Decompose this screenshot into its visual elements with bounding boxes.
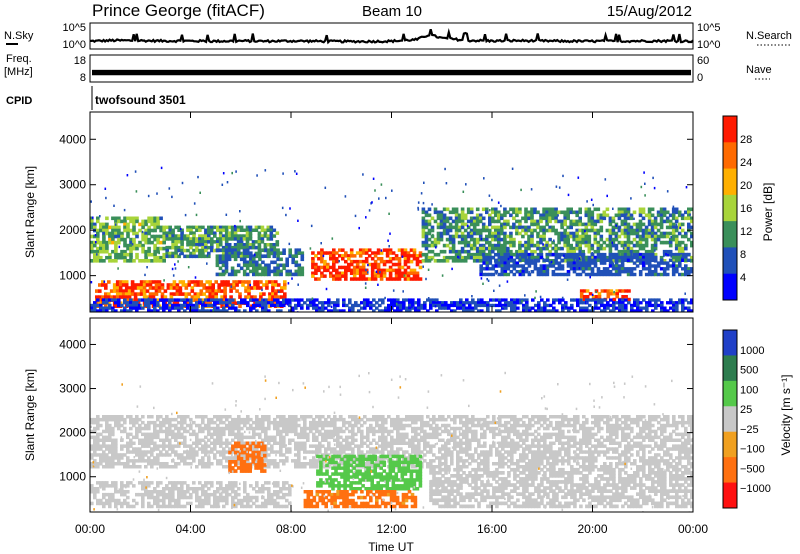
power-data	[90, 166, 693, 312]
nsearch-label: N.Search	[746, 30, 792, 42]
velocity-scatter	[90, 371, 693, 512]
power-ytick-2: 2000	[59, 223, 86, 237]
power-colorbar-tick-5: 8	[740, 249, 746, 261]
power-colorbar-swatch-3	[723, 194, 737, 222]
x-tick-2: 08:00	[276, 522, 306, 536]
noise-series	[90, 28, 694, 45]
power-colorbar-label: Power [dB]	[761, 183, 775, 242]
cpid-name: twofsound 3501	[95, 93, 186, 107]
velocity-colorbar-tick-1: 500	[740, 365, 758, 377]
velocity-region-5	[429, 467, 693, 509]
power-colorbar-tick-2: 20	[740, 180, 752, 192]
x-tick-6: 00:00	[678, 522, 708, 536]
power-colorbar-swatch-2	[723, 168, 737, 196]
noise-right-tick-top: 10^5	[697, 22, 721, 34]
power-ytick-3: 1000	[59, 269, 86, 283]
velocity-colorbar-tick-7: −1000	[740, 483, 771, 495]
power-ylabel: Slant Range [km]	[23, 166, 37, 258]
frequency-panel: 18 8 60 0 Freq. [MHz] Nave	[4, 53, 772, 84]
power-region-3	[311, 248, 423, 281]
cpid-label: CPID	[6, 95, 32, 107]
power-colorbar-tick-0: 28	[740, 134, 752, 146]
power-colorbar-tick-4: 12	[740, 226, 752, 238]
velocity-region-2	[316, 454, 423, 491]
freq-label-line2: [MHz]	[4, 66, 33, 78]
velocity-colorbar-tick-6: −500	[740, 463, 765, 475]
nave-label: Nave	[746, 64, 772, 76]
velocity-ytick-2: 2000	[59, 426, 86, 440]
beam-title: Beam 10	[362, 3, 422, 20]
nave-right-tick-bottom: 0	[697, 72, 703, 84]
power-ytick-0: 4000	[59, 132, 86, 146]
station-title: Prince George (fitACF)	[92, 1, 265, 20]
velocity-colorbar-label: Velocity [m s⁻¹]	[779, 374, 793, 455]
nsky-line	[90, 28, 694, 45]
velocity-colorbar-swatch-0	[723, 330, 737, 356]
noise-left-tick-top: 10^5	[62, 22, 86, 34]
date-title: 15/Aug/2012	[607, 3, 692, 20]
nsky-label: N.Sky	[4, 30, 34, 42]
velocity-ylabel: Slant Range [km]	[23, 369, 37, 461]
x-axis-label: Time UT	[368, 540, 414, 554]
power-colorbar-swatch-5	[723, 247, 737, 275]
power-region-6	[479, 252, 693, 277]
power-panel: 4000 3000 2000 1000 Slant Range [km] 28 24 20…	[23, 111, 775, 313]
x-tick-5: 20:00	[577, 522, 607, 536]
power-colorbar-swatch-4	[723, 221, 737, 248]
power-region-1	[90, 216, 166, 263]
velocity-region-1	[90, 481, 292, 509]
power-region-4	[215, 248, 305, 277]
velocity-colorbar-swatch-2	[723, 380, 737, 407]
velocity-colorbar-tick-2: 100	[740, 384, 758, 396]
power-colorbar-tick-3: 16	[740, 203, 752, 215]
power-colorbar-swatch-0	[723, 116, 737, 143]
velocity-colorbar-swatch-1	[723, 355, 737, 382]
power-colorbar-swatch-6	[723, 273, 737, 301]
frequency-band	[92, 69, 691, 76]
velocity-data	[90, 371, 693, 512]
velocity-ytick-0: 4000	[59, 337, 86, 351]
noise-right-tick-bottom: 10^0	[697, 39, 721, 51]
freq-label-line1: Freq.	[6, 53, 32, 65]
velocity-ytick-1: 3000	[59, 382, 86, 396]
nave-right-tick-top: 60	[697, 55, 709, 67]
x-tick-0: 00:00	[75, 522, 105, 536]
power-region-8	[90, 298, 693, 312]
velocity-colorbar-tick-5: −100	[740, 444, 765, 456]
velocity-panel: 4000 3000 2000 1000 Slant Range [km] 1000 50…	[23, 112, 793, 554]
power-region-2	[165, 225, 280, 259]
velocity-colorbar-swatch-6	[723, 482, 737, 509]
velocity-region-4	[228, 441, 267, 473]
power-scatter	[90, 166, 691, 312]
velocity-colorbar-tick-4: −25	[740, 424, 759, 436]
cpid-row: twofsound 3501 CPID	[6, 86, 186, 110]
velocity-colorbar-swatch-4	[723, 431, 737, 458]
power-colorbar-swatch-1	[723, 142, 737, 170]
noise-panel: 10^5 10^0 10^5 10^0 N.Sky N.Search	[4, 22, 792, 51]
power-colorbar-tick-1: 24	[740, 157, 752, 169]
velocity-colorbar-swatch-3	[723, 406, 737, 433]
freq-left-tick-top: 18	[74, 55, 86, 67]
velocity-ytick-3: 1000	[59, 470, 86, 484]
freq-left-tick-bottom: 8	[80, 72, 86, 84]
noise-left-tick-bottom: 10^0	[62, 39, 86, 51]
x-tick-3: 12:00	[376, 522, 406, 536]
velocity-colorbar-swatch-5	[723, 457, 737, 484]
velocity-colorbar-tick-3: 25	[740, 404, 752, 416]
power-colorbar-tick-6: 4	[740, 272, 746, 284]
power-ytick-1: 3000	[59, 178, 86, 192]
velocity-colorbar-tick-0: 1000	[740, 345, 764, 357]
x-tick-4: 16:00	[477, 522, 507, 536]
velocity-region-3	[303, 490, 418, 509]
x-tick-1: 04:00	[175, 522, 205, 536]
